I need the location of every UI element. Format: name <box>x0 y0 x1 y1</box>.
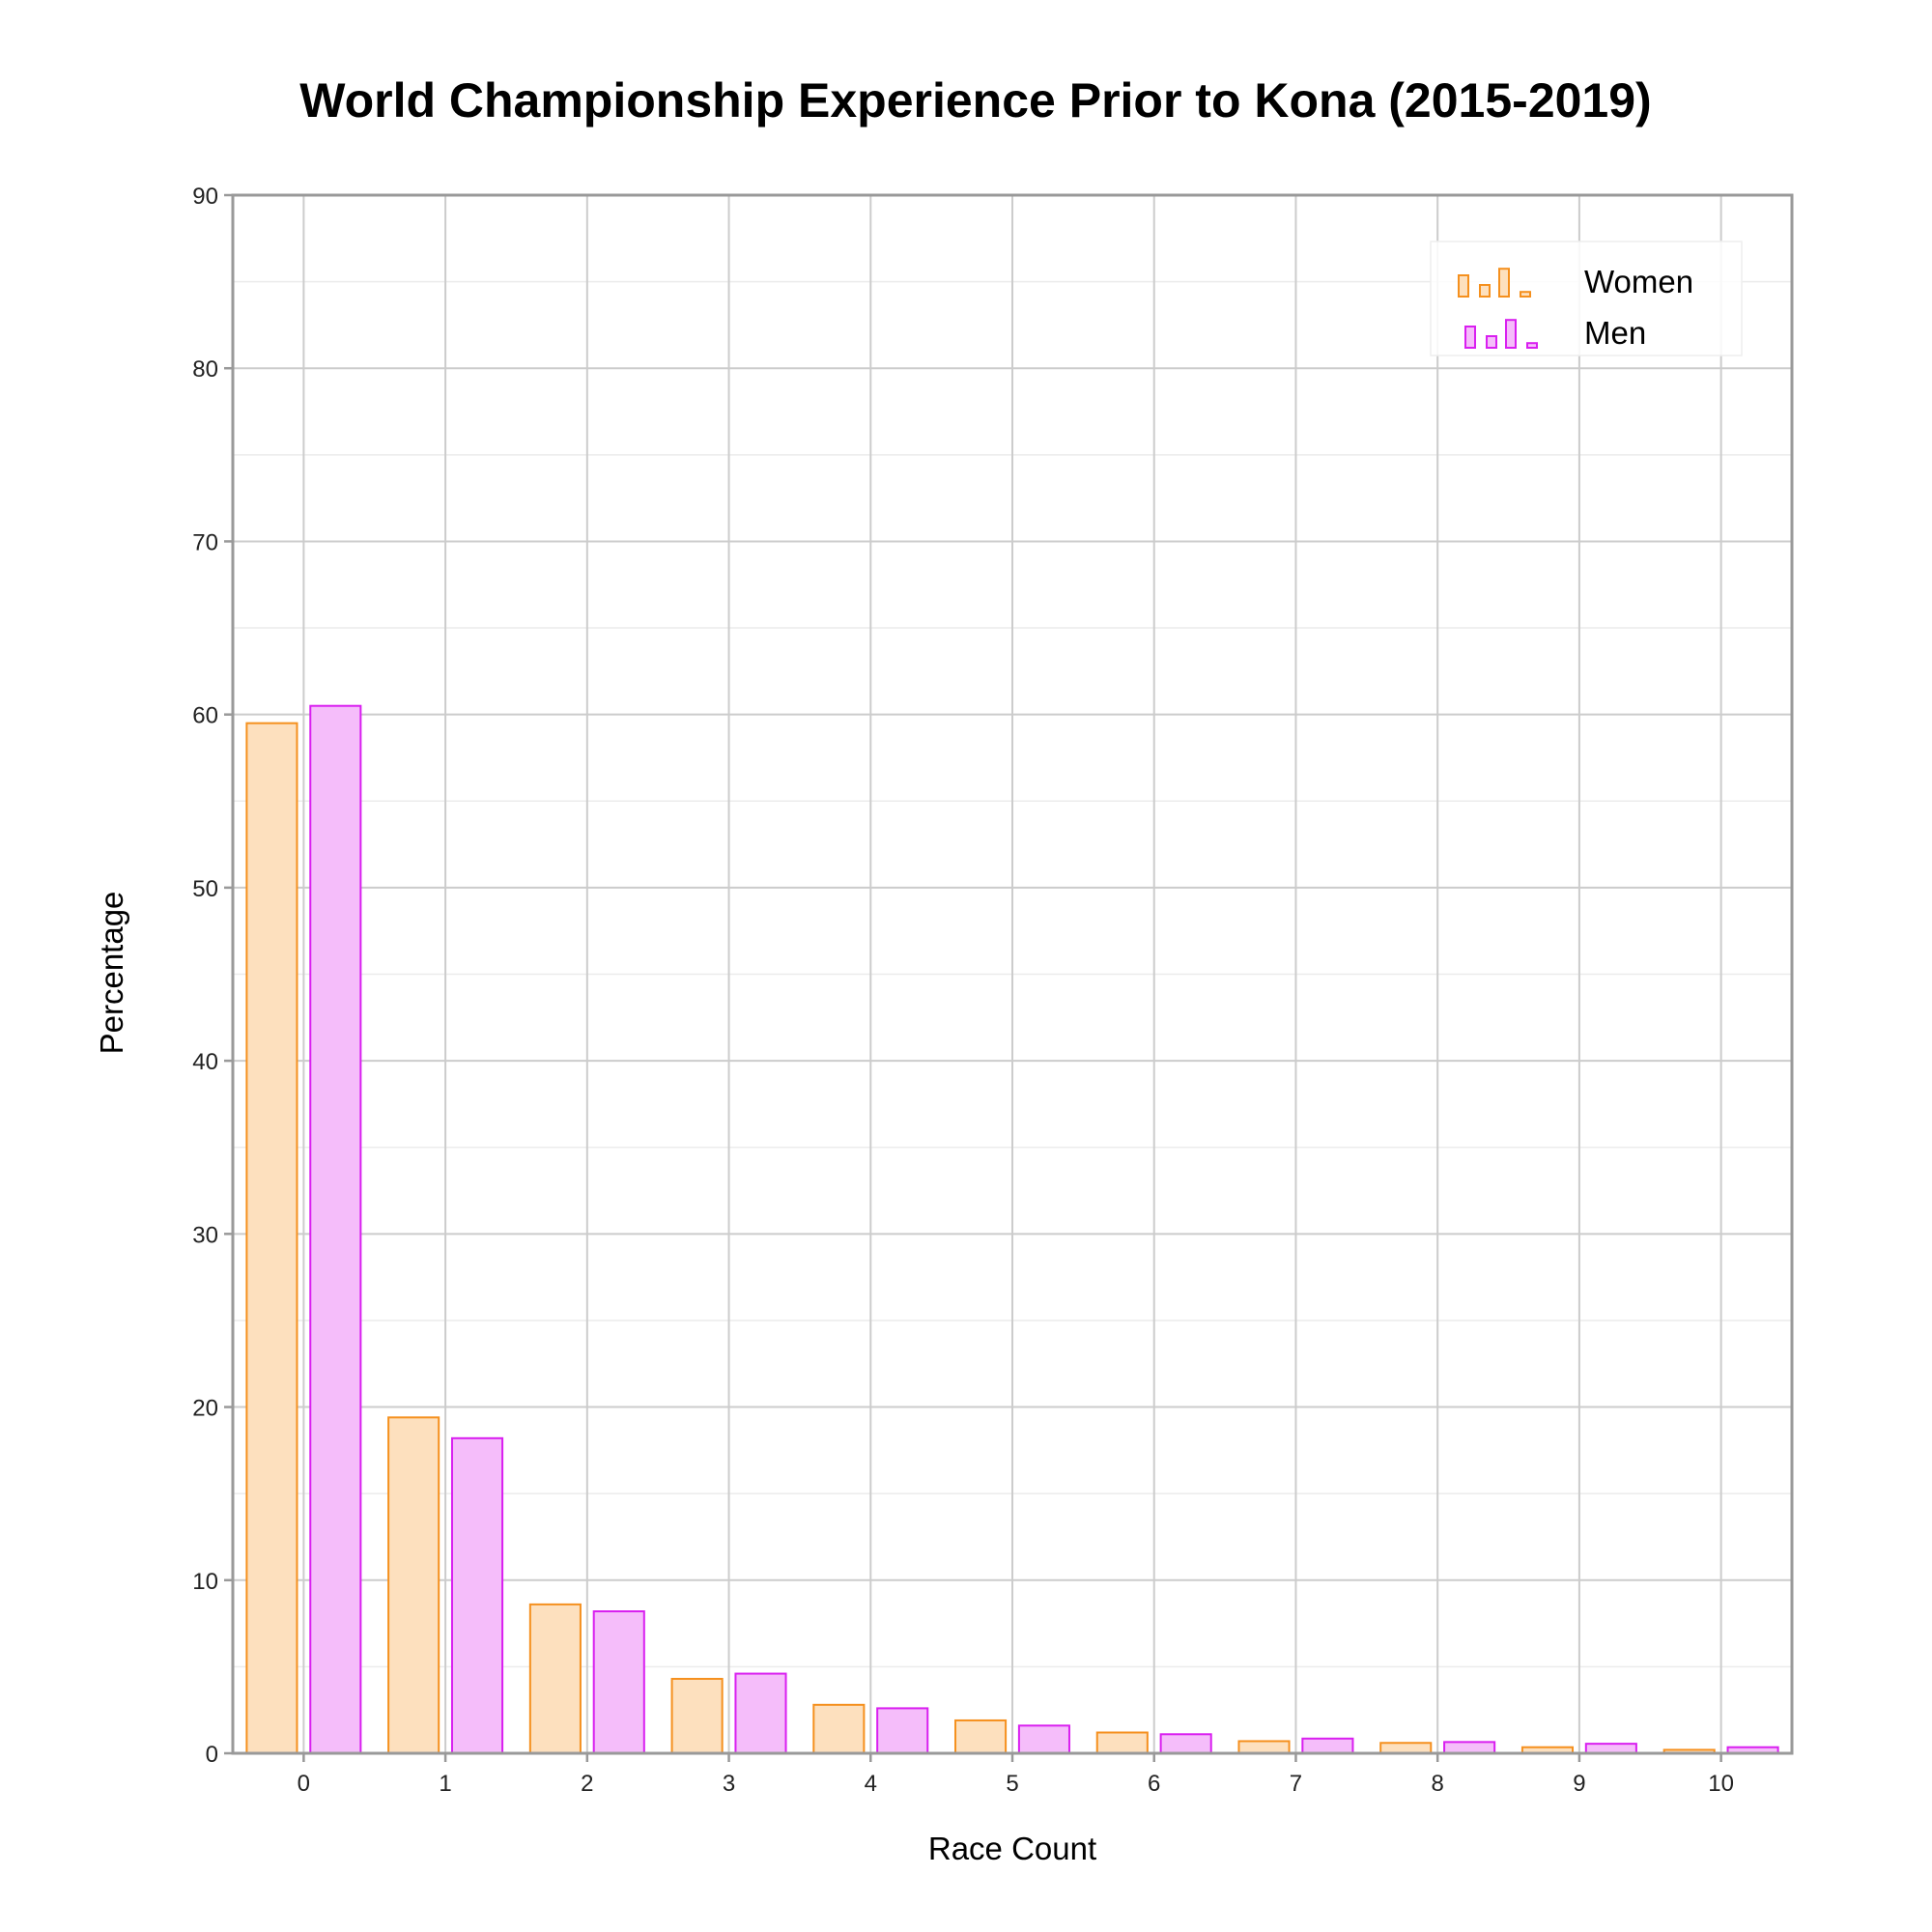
y-tick-label: 30 <box>192 1222 218 1248</box>
legend-swatch-women <box>1520 291 1531 298</box>
bar-women-6 <box>1095 1731 1149 1754</box>
y-tick-label: 60 <box>192 703 218 729</box>
y-tick-label: 10 <box>192 1569 218 1595</box>
y-tick-label: 0 <box>206 1742 218 1768</box>
legend-swatch-women <box>1479 284 1491 298</box>
legend-swatch-women <box>1498 268 1510 298</box>
bar-women-5 <box>954 1719 1008 1754</box>
x-tick-label: 7 <box>1290 1771 1302 1797</box>
x-tick-label: 8 <box>1432 1771 1444 1797</box>
bar-women-0 <box>245 722 298 1754</box>
bar-men-4 <box>876 1707 929 1754</box>
x-tick-label: 0 <box>298 1771 310 1797</box>
bars <box>245 704 1779 1755</box>
bar-men-3 <box>734 1672 787 1754</box>
x-tick-label: 2 <box>581 1771 593 1797</box>
bar-men-8 <box>1443 1741 1496 1755</box>
legend-box <box>1430 241 1743 356</box>
x-tick-label: 1 <box>439 1771 451 1797</box>
legend-label-women: Women <box>1584 264 1693 299</box>
bar-women-2 <box>528 1603 582 1754</box>
legend: Women Men <box>1430 241 1743 356</box>
bar-women-3 <box>670 1677 724 1754</box>
bar-men-0 <box>309 704 362 1754</box>
y-tick-label: 80 <box>192 356 218 383</box>
legend-swatch-men <box>1464 326 1476 349</box>
y-tick-label: 70 <box>192 529 218 555</box>
x-tick-label: 6 <box>1148 1771 1160 1797</box>
x-axis-label: Race Count <box>928 1831 1096 1866</box>
bar-men-6 <box>1159 1733 1212 1754</box>
x-tick-label: 5 <box>1006 1771 1018 1797</box>
axis-ticks: 0 10 20 30 40 50 60 70 80 90 0 1 2 3 4 5 6 7 8 9 10 <box>192 184 1734 1797</box>
bar-women-7 <box>1237 1740 1291 1755</box>
y-axis-label: Percentage <box>94 892 129 1055</box>
bar-men-2 <box>592 1610 645 1754</box>
legend-swatch-men <box>1486 335 1497 349</box>
x-tick-label: 9 <box>1573 1771 1585 1797</box>
bar-men-7 <box>1301 1737 1354 1755</box>
y-tick-label: 40 <box>192 1049 218 1075</box>
legend-label-men: Men <box>1584 315 1646 351</box>
bar-women-4 <box>812 1703 866 1754</box>
x-tick-label: 3 <box>723 1771 735 1797</box>
y-tick-label: 50 <box>192 876 218 902</box>
grid <box>233 195 1792 1753</box>
bar-women-8 <box>1379 1742 1433 1755</box>
legend-swatch-men <box>1505 319 1517 350</box>
bar-men-5 <box>1017 1724 1070 1755</box>
legend-swatch-women <box>1458 274 1469 298</box>
x-tick-label: 4 <box>865 1771 877 1797</box>
bar-men-1 <box>450 1436 504 1754</box>
y-tick-label: 20 <box>192 1396 218 1422</box>
x-tick-label: 10 <box>1708 1771 1734 1797</box>
y-tick-label: 90 <box>192 184 218 210</box>
chart-title: World Championship Experience Prior to K… <box>299 73 1651 128</box>
legend-swatch-men <box>1526 342 1538 350</box>
bar-women-1 <box>387 1416 440 1754</box>
